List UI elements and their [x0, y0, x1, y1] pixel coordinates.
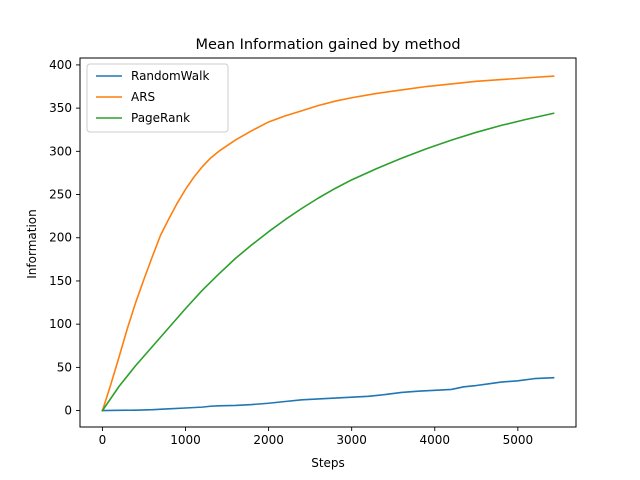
series-line-randomwalk	[101, 376, 555, 412]
x-tick-label: 4000	[419, 433, 450, 447]
y-tick-label: 300	[49, 144, 72, 158]
legend-box	[86, 63, 229, 133]
plot-area	[101, 75, 555, 412]
x-tick-label: 0	[99, 433, 107, 447]
x-tick-label: 5000	[503, 433, 534, 447]
legend-label: PageRank	[131, 111, 190, 125]
axes-frame	[79, 57, 577, 428]
legend-label: ARS	[131, 90, 155, 104]
series-line-ars	[101, 75, 555, 412]
x-axis-title: Steps	[311, 456, 345, 470]
y-tick-label: 200	[49, 231, 72, 245]
series-line-pagerank	[101, 112, 555, 412]
axis-ticks: 0 1000 2000 3000 4000 5000 0 50 100 150 200 250 300 3…	[49, 58, 533, 447]
y-tick-label: 150	[49, 274, 72, 288]
legend: RandomWalk ARS PageRank	[86, 63, 229, 133]
legend-label: RandomWalk	[131, 69, 209, 83]
chart-title: Mean Information gained by method	[195, 37, 460, 53]
y-tick-label: 0	[64, 404, 72, 418]
y-tick-label: 350	[49, 101, 72, 115]
y-tick-label: 100	[49, 317, 72, 331]
x-tick-label: 2000	[253, 433, 284, 447]
x-tick-label: 3000	[336, 433, 367, 447]
y-tick-label: 50	[57, 360, 72, 374]
y-tick-label: 250	[49, 188, 72, 202]
y-tick-label: 400	[49, 58, 72, 72]
y-axis-title: Information	[25, 209, 39, 278]
x-tick-label: 1000	[170, 433, 201, 447]
